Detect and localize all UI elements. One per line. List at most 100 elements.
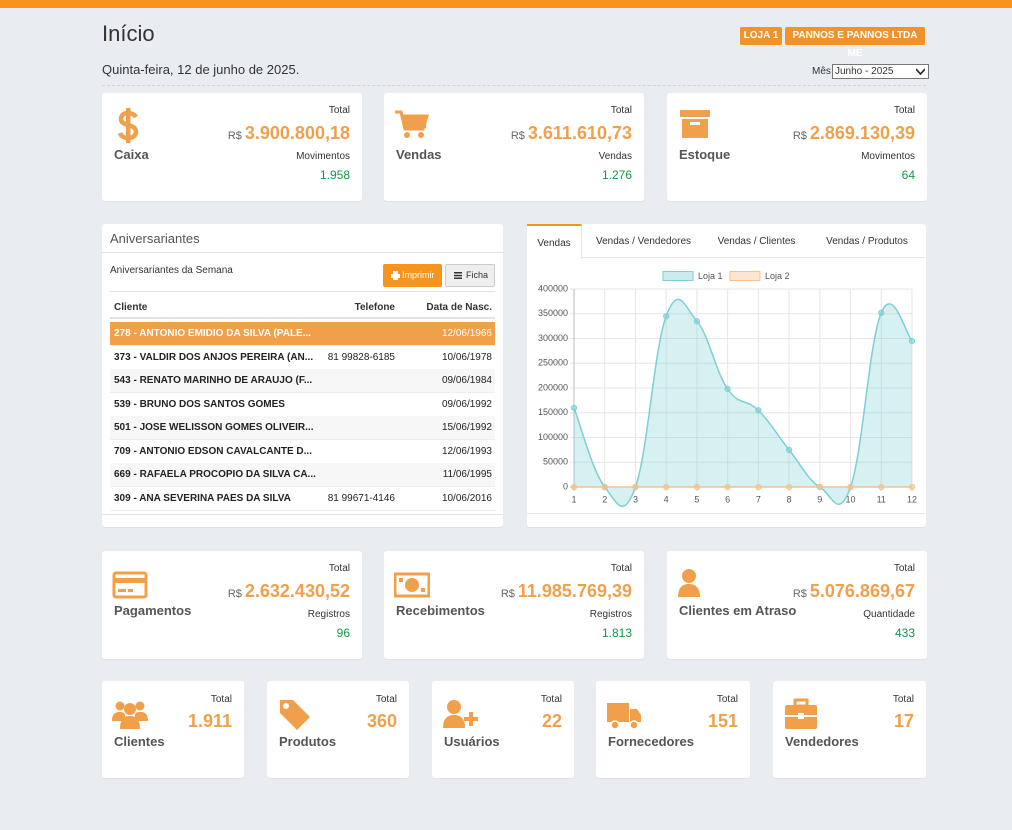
summary-card[interactable]: PagamentosTotalR$2.632.430,52Registros96 xyxy=(102,551,362,659)
x-tick-label: 5 xyxy=(694,494,699,504)
card-title: Clientes em Atraso xyxy=(679,603,796,619)
table-row[interactable]: 543 - RENATO MARINHO DE ARAUJO (F...09/0… xyxy=(110,369,495,393)
x-tick-label: 2 xyxy=(602,494,607,504)
top-bar xyxy=(0,0,1012,8)
file-button[interactable]: Ficha xyxy=(445,264,495,287)
count-card[interactable]: UsuáriosTotal22 xyxy=(432,681,574,778)
sub-value: 1.813 xyxy=(602,625,632,641)
legend-label: Loja 2 xyxy=(765,271,790,281)
data-point xyxy=(756,408,761,413)
total-value: 1.911 xyxy=(188,711,232,731)
print-icon xyxy=(391,271,400,280)
data-point xyxy=(817,484,822,489)
sub-label: Movimentos xyxy=(296,149,350,165)
divider xyxy=(102,85,926,86)
phone-cell: 81 99828-6185 xyxy=(328,346,395,369)
chart-tab[interactable]: Vendas / Produtos xyxy=(808,224,926,257)
icon xyxy=(112,567,148,603)
print-button[interactable]: Imprimir xyxy=(383,264,442,287)
x-tick-label: 8 xyxy=(787,494,792,504)
chart-tab[interactable]: Vendas / Vendedores xyxy=(582,224,705,257)
count-card[interactable]: FornecedoresTotal151 xyxy=(596,681,750,778)
x-tick-label: 6 xyxy=(725,494,730,504)
total-label: Total xyxy=(211,692,232,708)
card-icon xyxy=(277,697,313,738)
y-tick-label: 100000 xyxy=(538,432,568,442)
table-row[interactable]: 669 - RAFAELA PROCOPIO DA SILVA CA...11/… xyxy=(110,463,495,487)
table-row[interactable]: 709 - ANTONIO EDSON CAVALCANTE D...12/06… xyxy=(110,440,495,464)
currency: R$ xyxy=(511,130,525,142)
currency: R$ xyxy=(228,130,242,142)
sub-label: Quantidade xyxy=(863,607,915,623)
currency: R$ xyxy=(793,130,807,142)
sub-value: 64 xyxy=(902,167,915,183)
table-row[interactable]: 309 - ANA SEVERINA PAES DA SILVA81 99671… xyxy=(110,487,495,511)
y-tick-label: 400000 xyxy=(538,283,568,293)
count-card[interactable]: VendedoresTotal17 xyxy=(773,681,926,778)
table-row[interactable]: 278 - ANTONIO EMIDIO DA SILVA (PALE...12… xyxy=(110,322,495,346)
card-title: Produtos xyxy=(279,734,336,750)
card-title: Estoque xyxy=(679,147,730,163)
card-icon xyxy=(783,697,819,738)
month-select[interactable]: Junho - 2025 xyxy=(832,64,929,79)
phone-cell: 81 99671-4146 xyxy=(328,487,395,510)
data-point xyxy=(879,484,884,489)
data-point xyxy=(909,338,914,343)
card-icon xyxy=(677,567,713,608)
total-value: 22 xyxy=(542,711,562,731)
summary-card[interactable]: EstoqueTotalR$2.869.130,39Movimentos64 xyxy=(667,93,927,201)
chart: 0500001000001500002000002500003000003500… xyxy=(527,258,926,513)
x-tick-label: 9 xyxy=(817,494,822,504)
y-tick-label: 300000 xyxy=(538,333,568,343)
card-icon xyxy=(394,567,430,608)
total-value: 3.611.610,73 xyxy=(528,123,632,143)
x-tick-label: 11 xyxy=(877,494,886,504)
card-title: Vendedores xyxy=(785,734,859,750)
client-cell: 373 - VALDIR DOS ANJOS PEREIRA (AN... xyxy=(114,346,313,369)
icon xyxy=(677,567,713,603)
sub-value: 96 xyxy=(337,625,350,641)
chart-tab[interactable]: Vendas / Clientes xyxy=(705,224,808,257)
summary-card[interactable]: CaixaTotalR$3.900.800,18Movimentos1.958 xyxy=(102,93,362,201)
total-value: 17 xyxy=(894,711,914,731)
birthdate-cell: 12/06/1993 xyxy=(442,440,492,463)
client-cell: 278 - ANTONIO EMIDIO DA SILVA (PALE... xyxy=(114,322,311,345)
sub-label: Movimentos xyxy=(861,149,915,165)
data-point xyxy=(786,447,791,452)
company-badge[interactable]: PANNOS E PANNOS LTDA ME xyxy=(785,27,925,45)
month-value: Junho - 2025 xyxy=(835,66,893,77)
date: Quinta-feira, 12 de junho de 2025. xyxy=(102,62,299,78)
total-line: R$3.900.800,18 xyxy=(228,123,350,146)
card-title: Recebimentos xyxy=(396,603,485,619)
store-badge[interactable]: LOJA 1 xyxy=(740,27,782,45)
summary-card[interactable]: RecebimentosTotalR$11.985.769,39Registro… xyxy=(384,551,644,659)
currency: R$ xyxy=(793,588,807,600)
birthdate-cell: 11/06/1995 xyxy=(443,463,492,486)
y-tick-label: 250000 xyxy=(538,358,568,368)
table-line xyxy=(110,317,495,319)
total-value: 11.985.769,39 xyxy=(518,581,632,601)
x-tick-label: 7 xyxy=(756,494,761,504)
table-row[interactable]: 501 - JOSE WELISSON GOMES OLIVEIR...15/0… xyxy=(110,416,495,440)
column-header: Telefone xyxy=(355,300,395,316)
summary-card[interactable]: Clientes em AtrasoTotalR$5.076.869,67Qua… xyxy=(667,551,927,659)
icon xyxy=(112,107,148,143)
count-card[interactable]: ClientesTotal1.911 xyxy=(102,681,244,778)
data-point xyxy=(786,484,791,489)
data-point xyxy=(725,386,730,391)
icon xyxy=(394,107,430,143)
chart-tab[interactable]: Vendas xyxy=(527,224,582,259)
y-tick-label: 150000 xyxy=(538,407,568,417)
column-header: Data de Nasc. xyxy=(426,300,492,316)
card-icon xyxy=(112,107,148,148)
panel-divider xyxy=(527,513,926,514)
data-point xyxy=(664,314,669,319)
table-row[interactable]: 539 - BRUNO DOS SANTOS GOMES09/06/1992 xyxy=(110,393,495,417)
card-icon xyxy=(606,697,642,738)
sub-label: Vendas xyxy=(599,149,632,165)
icon xyxy=(394,567,430,603)
summary-card[interactable]: VendasTotalR$3.611.610,73Vendas1.276 xyxy=(384,93,644,201)
table-row[interactable]: 373 - VALDIR DOS ANJOS PEREIRA (AN... 81 … xyxy=(110,346,495,370)
count-card[interactable]: ProdutosTotal360 xyxy=(267,681,409,778)
data-point xyxy=(848,484,853,489)
